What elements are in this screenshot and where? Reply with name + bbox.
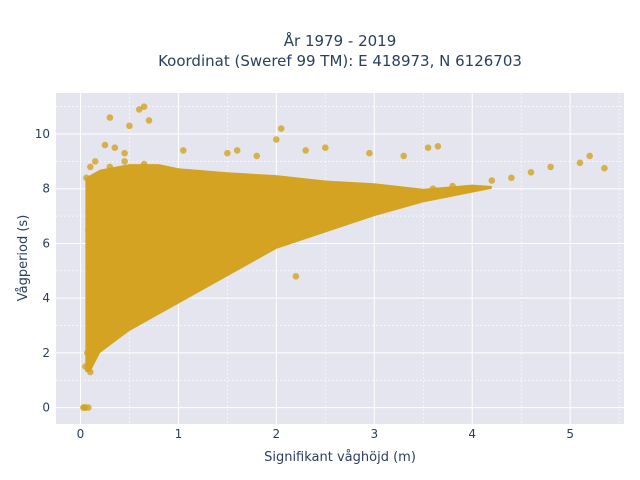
data-point [85,226,92,234]
data-point [277,125,285,132]
data-point [126,122,133,130]
data-point [180,147,187,154]
data-points [80,103,608,411]
y-axis-label: Vågperiod (s) [16,215,31,302]
y-tick-label: 4 [42,291,50,305]
data-point [101,322,109,329]
point-cloud [85,164,492,372]
data-point [214,251,221,258]
data-point [140,103,148,110]
data-point [83,174,90,182]
data-point [488,177,496,184]
x-tick-label: 4 [468,427,476,441]
data-point [263,196,270,203]
data-point [84,349,91,357]
data-point [424,144,432,151]
data-point [302,147,310,154]
data-point [468,185,476,192]
x-tick-label: 5 [566,427,574,441]
y-tick-label: 6 [42,236,50,250]
data-point [131,199,138,206]
data-point [292,273,300,280]
data-point [140,160,148,168]
data-point [331,204,339,212]
data-point [233,240,241,247]
data-point [82,363,89,370]
data-point [106,114,114,121]
data-point [87,163,94,171]
data-point [94,212,102,220]
data-point [371,196,378,203]
data-point [111,144,119,151]
chart-title-line1: År 1979 - 2019 [284,31,397,50]
x-tick-label: 1 [175,427,183,441]
data-point [145,117,153,124]
y-tick-label: 0 [42,401,50,415]
data-point [150,229,158,236]
data-point [204,207,212,214]
data-point [601,164,608,172]
data-point [292,215,300,223]
chart-title-line2: Koordinat (Sweref 99 TM): E 418973, N 61… [158,52,522,70]
data-point [135,262,143,269]
data-point [273,226,280,234]
data-point [390,193,398,201]
data-point [434,143,442,150]
dense-point-cloud [85,164,492,372]
data-point [101,141,109,149]
y-tick-label: 10 [35,127,50,141]
data-point [175,267,182,275]
data-point [224,215,231,223]
data-point [527,169,535,176]
data-point [121,158,128,165]
data-point [322,144,329,151]
data-point [586,152,593,160]
data-point [243,201,251,209]
data-point [91,158,99,165]
data-point [366,149,373,157]
data-point [111,308,119,316]
data-point [410,188,417,195]
data-point [165,190,172,198]
data-point [351,201,359,209]
y-axis-ticks: 0 2 4 6 8 10 [35,127,50,415]
y-tick-label: 8 [42,182,50,196]
data-point [121,149,128,157]
x-tick-label: 0 [77,427,85,441]
x-tick-label: 3 [370,427,378,441]
data-point [85,404,92,411]
data-point [233,147,241,154]
data-point [145,294,153,302]
data-point [116,240,123,247]
x-tick-label: 2 [273,427,281,441]
grid-lines [56,93,624,424]
data-point [224,149,231,157]
data-point [429,185,437,192]
data-point [96,338,104,346]
data-point [253,152,261,160]
data-point [106,163,114,171]
data-point [126,281,133,288]
data-point [135,106,143,113]
data-point [576,159,584,167]
x-axis-label: Signifikant våghöjd (m) [264,450,416,465]
data-point [87,368,94,376]
data-point [184,218,192,225]
data-point [449,182,456,190]
data-point [194,259,202,266]
data-point [508,174,515,182]
x-axis-ticks: 0 1 2 3 4 5 [77,427,574,441]
data-point [155,253,163,261]
y-tick-label: 2 [42,346,50,360]
data-point [400,152,408,160]
data-point [273,136,280,143]
data-point [312,212,319,220]
data-point [547,163,554,171]
data-point [91,289,99,297]
data-point [253,231,261,239]
data-point [88,245,96,253]
